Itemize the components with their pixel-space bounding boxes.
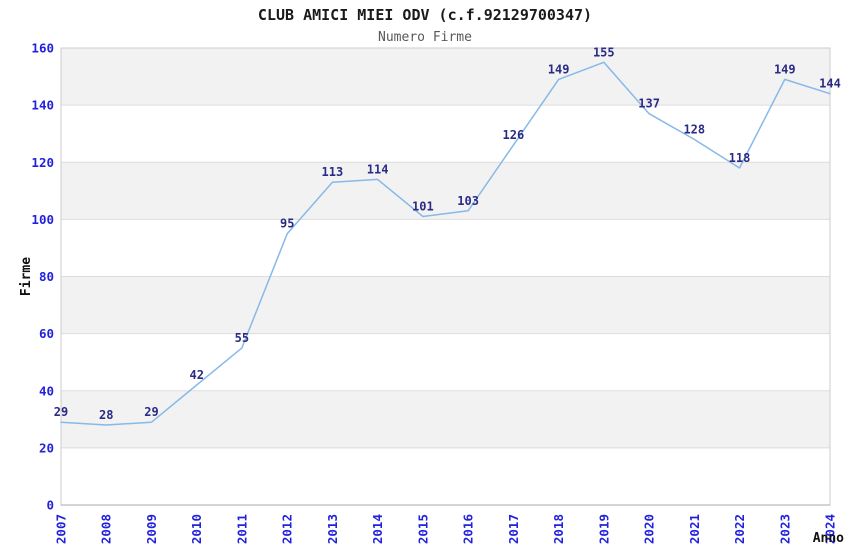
x-tick-label: 2016 [461, 514, 476, 544]
data-label: 155 [593, 45, 615, 59]
data-label: 144 [819, 77, 841, 91]
y-tick-label: 160 [31, 41, 54, 56]
data-labels-group: 29 28 29 42 55 95 113 114 101 103 126 149 155 137 128 1… [54, 45, 841, 422]
data-label: 149 [548, 62, 570, 76]
x-tick-label: 2021 [687, 514, 702, 544]
data-label: 118 [729, 151, 751, 165]
y-tick-label: 100 [31, 212, 54, 227]
chart-subtitle: Numero Firme [378, 30, 472, 45]
data-label: 29 [54, 405, 68, 419]
band [61, 48, 830, 106]
band [61, 219, 830, 277]
x-tick-label: 2011 [234, 514, 249, 544]
band [61, 105, 830, 163]
x-tick-label: 2023 [777, 514, 792, 544]
x-tick-label: 2024 [823, 514, 838, 544]
data-label: 95 [280, 217, 294, 231]
x-axis-title: Anno [813, 531, 844, 546]
y-tick-label: 140 [31, 98, 54, 113]
y-tick-label: 120 [31, 155, 54, 170]
plot-border [60, 47, 831, 506]
data-label: 128 [683, 122, 705, 136]
y-tick-label: 20 [39, 440, 54, 455]
x-tick-label: 2019 [596, 514, 611, 544]
x-tick-label: 2009 [144, 514, 159, 544]
y-axis-title: Firme [19, 257, 34, 296]
band [61, 447, 830, 505]
data-label: 29 [144, 405, 158, 419]
x-tick-label: 2014 [370, 514, 385, 544]
x-tick-label: 2015 [415, 514, 430, 544]
data-label: 114 [367, 162, 389, 176]
x-tick-label: 2013 [325, 514, 340, 544]
data-label: 103 [457, 194, 479, 208]
y-axis-tick-labels: 0 20 40 60 80 100 120 140 160 [31, 41, 54, 513]
data-label: 126 [503, 128, 525, 142]
plot-background-bands [61, 48, 830, 505]
x-tick-label: 2012 [280, 514, 295, 544]
data-label: 101 [412, 200, 434, 214]
data-label: 137 [638, 97, 660, 111]
x-tick-label: 2020 [642, 514, 657, 544]
band [61, 333, 830, 391]
y-tick-label: 0 [46, 498, 54, 513]
band [61, 390, 830, 448]
band [61, 162, 830, 220]
x-tick-label: 2018 [551, 514, 566, 544]
series-line [60, 61, 831, 426]
x-tick-label: 2010 [189, 514, 204, 544]
data-label: 113 [322, 165, 344, 179]
data-label: 149 [774, 62, 796, 76]
y-tick-label: 40 [39, 383, 54, 398]
band [61, 276, 830, 334]
x-tick-label: 2007 [54, 514, 69, 544]
data-label: 28 [99, 408, 113, 422]
y-tick-label: 60 [39, 326, 54, 341]
plot-gridlines [61, 47, 830, 449]
x-tick-label: 2008 [99, 514, 114, 544]
data-label: 55 [235, 331, 249, 345]
x-tick-label: 2022 [732, 514, 747, 544]
x-axis-tick-labels: 2007 2008 2009 2010 2011 2012 2013 2014 2015 2016… [54, 514, 838, 544]
data-label: 42 [189, 368, 203, 382]
chart-title: CLUB AMICI MIEI ODV (c.f.92129700347) [258, 6, 592, 24]
y-tick-label: 80 [39, 269, 54, 284]
x-tick-label: 2017 [506, 514, 521, 544]
series-group [60, 61, 831, 426]
